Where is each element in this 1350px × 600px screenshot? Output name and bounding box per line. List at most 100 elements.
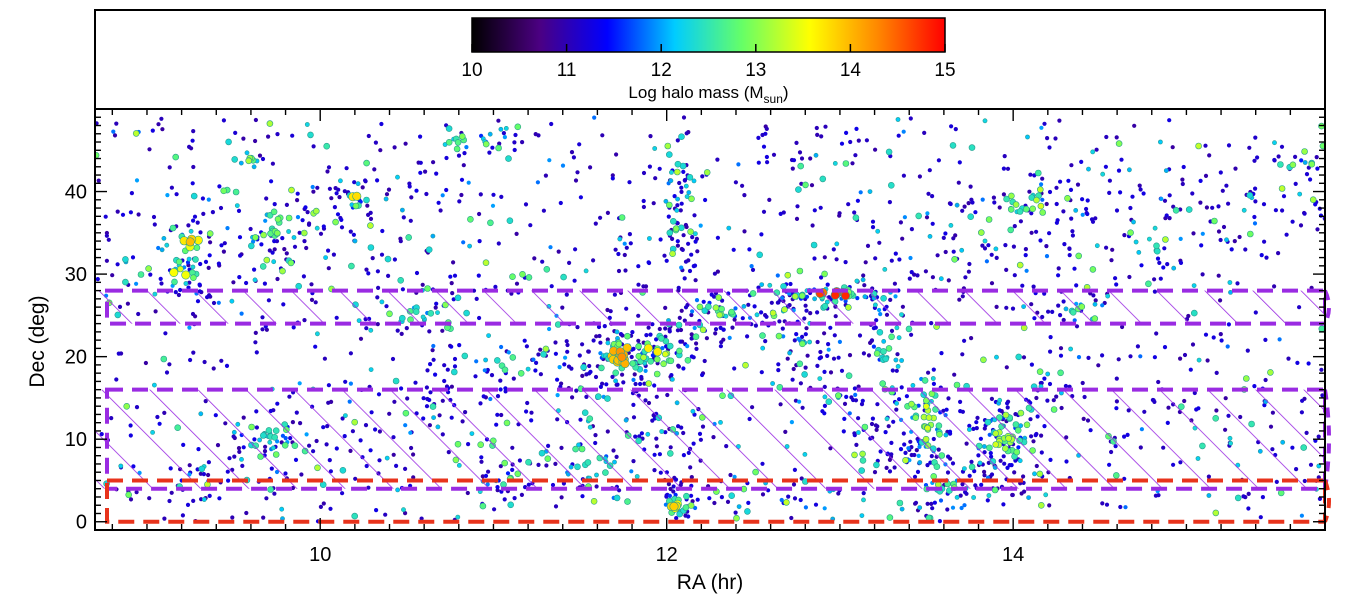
- halo-point: [339, 225, 345, 230]
- halo-point: [1080, 380, 1085, 386]
- halo-point: [506, 350, 511, 355]
- halo-point: [837, 339, 843, 344]
- halo-point: [871, 344, 877, 349]
- halo-point: [519, 270, 526, 278]
- halo-point: [764, 154, 770, 160]
- halo-point: [1298, 223, 1304, 228]
- halo-point: [930, 376, 936, 381]
- halo-point: [1315, 227, 1320, 232]
- halo-point: [1085, 211, 1090, 217]
- halo-point: [274, 215, 282, 223]
- halo-point: [909, 332, 914, 337]
- halo-point: [565, 342, 570, 348]
- halo-point: [477, 211, 482, 217]
- halo-point: [207, 493, 212, 498]
- halo-point: [997, 205, 1002, 210]
- halo-point: [103, 214, 108, 219]
- halo-point: [1029, 211, 1034, 216]
- halo-point: [519, 492, 525, 497]
- halo-point: [114, 377, 119, 382]
- halo-point: [110, 273, 115, 278]
- halo-point: [1104, 134, 1109, 140]
- halo-point: [1162, 246, 1167, 251]
- halo-point: [682, 178, 688, 183]
- halo-point: [1079, 159, 1084, 164]
- halo-point: [925, 211, 930, 216]
- halo-point: [120, 212, 126, 217]
- halo-point: [1029, 230, 1034, 235]
- halo-point: [618, 214, 626, 221]
- halo-point: [275, 276, 280, 282]
- halo-point: [459, 192, 464, 198]
- halo-point: [845, 372, 853, 380]
- halo-point: [295, 282, 303, 290]
- halo-point: [172, 153, 179, 161]
- halo-point: [1128, 205, 1133, 211]
- halo-point: [335, 212, 341, 217]
- halo-point: [949, 124, 954, 129]
- halo-point: [1047, 381, 1053, 387]
- halo-point: [496, 118, 501, 123]
- halo-point: [339, 217, 344, 222]
- colorbar-title: Log halo mass (Msun): [628, 83, 788, 106]
- halo-point: [943, 231, 948, 236]
- halo-point: [487, 150, 492, 155]
- halo-point: [1057, 369, 1064, 377]
- halo-point: [260, 231, 267, 239]
- halo-point: [450, 368, 458, 376]
- halo-point: [966, 201, 971, 206]
- halo-point: [794, 216, 800, 221]
- halo-point: [630, 330, 635, 335]
- halo-point: [583, 268, 589, 274]
- halo-point: [540, 259, 545, 264]
- halo-point: [991, 195, 997, 200]
- halo-point: [1167, 118, 1172, 123]
- halo-point: [231, 156, 238, 163]
- halo-point: [436, 200, 441, 205]
- halo-point: [304, 245, 309, 251]
- halo-point: [681, 366, 686, 371]
- halo-point: [1107, 190, 1112, 195]
- halo-point: [418, 160, 423, 165]
- halo-point: [431, 357, 436, 362]
- halo-point: [445, 139, 453, 146]
- halo-point: [106, 237, 111, 242]
- halo-point: [490, 145, 495, 150]
- halo-point: [1302, 160, 1308, 165]
- halo-point: [797, 162, 805, 170]
- halo-point: [1155, 256, 1161, 261]
- halo-point: [248, 242, 255, 250]
- halo-point: [1058, 346, 1064, 351]
- halo-point: [617, 236, 623, 242]
- halo-point: [342, 189, 347, 194]
- halo-point: [932, 500, 938, 505]
- halo-point: [869, 338, 875, 343]
- halo-point: [572, 278, 577, 283]
- halo-point: [407, 184, 412, 189]
- halo-point: [244, 280, 249, 286]
- halo-point: [1226, 201, 1231, 206]
- halo-point: [962, 503, 967, 508]
- halo-point: [1203, 173, 1209, 178]
- halo-point: [638, 381, 643, 387]
- halo-point: [666, 342, 674, 350]
- halo-point: [897, 257, 902, 262]
- halo-point: [616, 268, 622, 274]
- halo-point: [775, 332, 783, 340]
- halo-point: [605, 340, 611, 346]
- halo-point: [1308, 160, 1316, 168]
- halo-point: [794, 332, 799, 337]
- halo-point: [660, 346, 665, 351]
- halo-point: [668, 178, 674, 184]
- halo-point: [264, 196, 269, 201]
- halo-point: [260, 327, 265, 332]
- halo-point: [134, 281, 139, 286]
- halo-point: [489, 373, 495, 378]
- halo-point: [1216, 229, 1222, 234]
- x-tick-label: 12: [656, 544, 678, 566]
- halo-point: [1161, 265, 1166, 270]
- halo-point: [759, 370, 764, 375]
- halo-point: [1314, 155, 1319, 160]
- halo-point: [761, 209, 767, 214]
- halo-point: [1232, 239, 1237, 244]
